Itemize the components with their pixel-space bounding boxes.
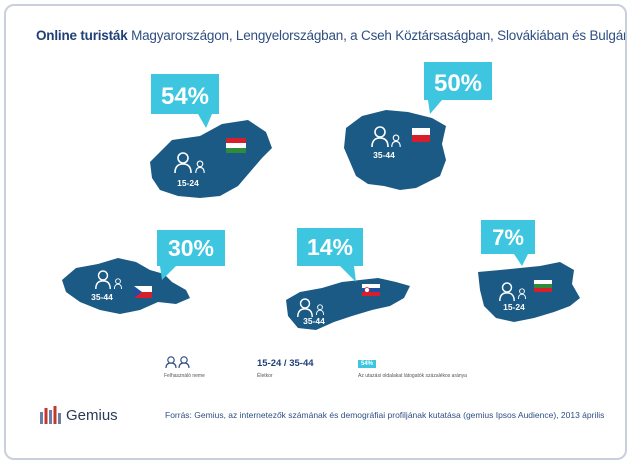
value-label-poland: 50% <box>434 70 482 97</box>
callout-bulgaria: 7% <box>481 220 535 266</box>
flag-poland-icon <box>412 128 430 142</box>
flag-slovakia-icon <box>362 284 380 296</box>
callout-box-bulgaria <box>481 220 535 254</box>
page-title: Online turisták Magyarországon, Lengyelo… <box>36 28 627 43</box>
gemius-logo-text: Gemius <box>66 406 118 424</box>
callout-box-czech <box>157 230 225 266</box>
flag-czech-icon <box>134 286 152 298</box>
title-rest: Magyarországon, Lengyelországban, a Cseh… <box>127 28 627 43</box>
age-label-hungary: 15-24 <box>177 178 199 188</box>
value-label-bulgaria: 7% <box>492 225 524 250</box>
map-poland <box>344 110 446 190</box>
callout-box-slovakia <box>297 228 363 266</box>
country-czech: 30% 35-44 <box>62 230 225 314</box>
map-czech <box>62 258 190 314</box>
country-hungary: 54% 15-24 <box>150 74 272 198</box>
flag-bulgaria-icon <box>534 280 552 292</box>
callout-box-poland <box>424 62 492 100</box>
callout-czech: 30% <box>157 230 225 280</box>
callout-poland: 50% <box>424 62 492 114</box>
gemius-logo: Gemius <box>40 406 118 424</box>
value-label-hungary: 54% <box>161 83 209 110</box>
map-bulgaria <box>478 262 580 322</box>
country-slovakia: 14% 35-44 <box>286 228 410 330</box>
value-label-slovakia: 14% <box>307 234 353 260</box>
age-label-poland: 35-44 <box>373 150 395 160</box>
value-label-czech: 30% <box>168 235 214 261</box>
callout-hungary: 54% <box>151 74 219 128</box>
callout-box-hungary <box>151 74 219 114</box>
gemius-logo-icon <box>40 406 61 424</box>
flag-hungary-icon <box>226 138 246 153</box>
age-label-slovakia: 35-44 <box>303 316 325 326</box>
age-label-czech: 35-44 <box>91 292 113 302</box>
age-label-bulgaria: 15-24 <box>503 302 525 312</box>
callout-slovakia: 14% <box>297 228 363 282</box>
map-hungary <box>150 120 272 198</box>
country-poland: 50% 35-44 <box>344 62 492 190</box>
legend-user-icons <box>165 356 190 369</box>
source-note: Forrás: Gemius, az internetezők számának… <box>165 410 605 420</box>
country-bulgaria: 7% 15-24 <box>478 220 580 322</box>
title-bold: Online turisták <box>36 28 128 43</box>
